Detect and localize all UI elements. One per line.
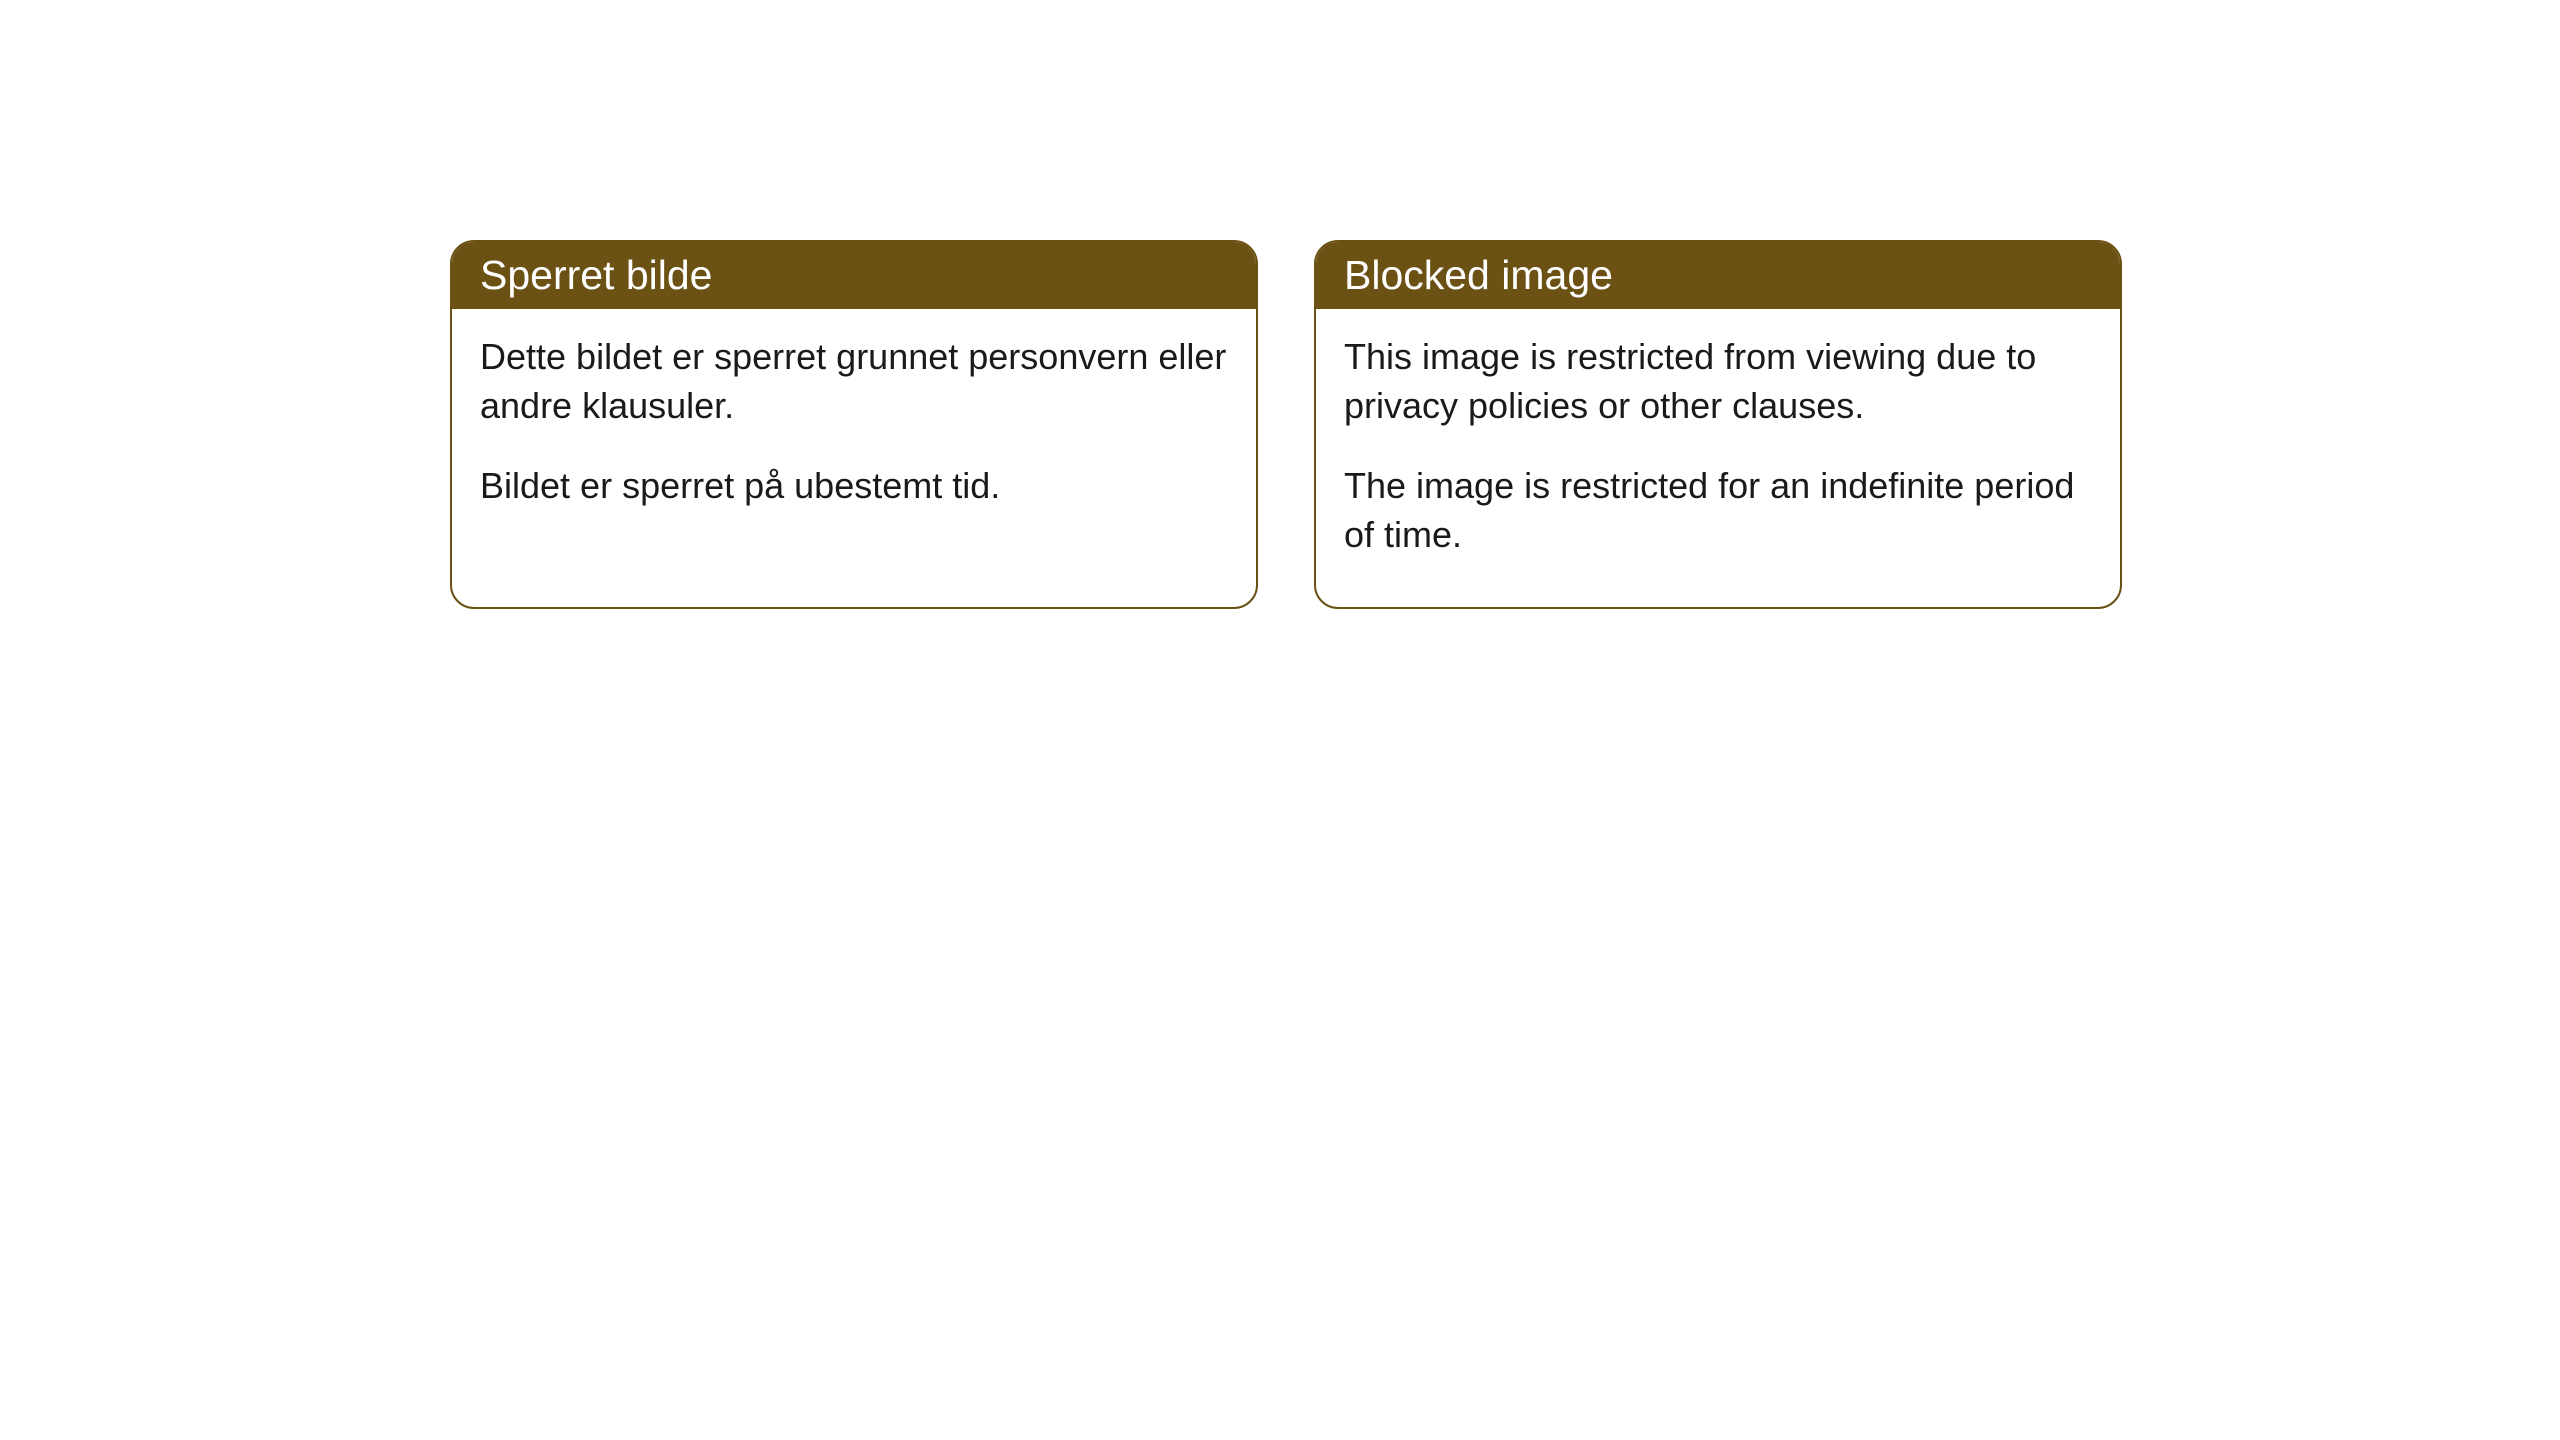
notice-cards-container: Sperret bilde Dette bildet er sperret gr…: [450, 240, 2560, 609]
card-header: Sperret bilde: [452, 242, 1256, 309]
card-body: Dette bildet er sperret grunnet personve…: [452, 309, 1256, 559]
card-body: This image is restricted from viewing du…: [1316, 309, 2120, 607]
card-paragraph-2: The image is restricted for an indefinit…: [1344, 462, 2092, 559]
card-paragraph-1: This image is restricted from viewing du…: [1344, 333, 2092, 430]
card-paragraph-1: Dette bildet er sperret grunnet personve…: [480, 333, 1228, 430]
card-header: Blocked image: [1316, 242, 2120, 309]
notice-card-norwegian: Sperret bilde Dette bildet er sperret gr…: [450, 240, 1258, 609]
notice-card-english: Blocked image This image is restricted f…: [1314, 240, 2122, 609]
card-paragraph-2: Bildet er sperret på ubestemt tid.: [480, 462, 1228, 511]
